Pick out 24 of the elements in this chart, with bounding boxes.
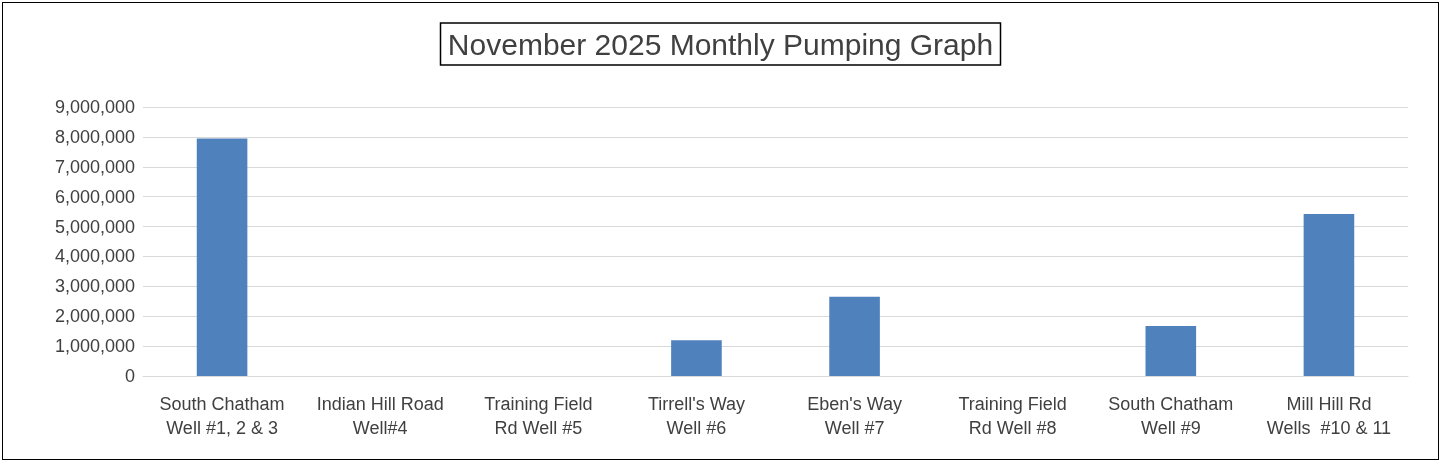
y-tick-label: 9,000,000	[54, 97, 135, 117]
x-tick-label: Eben's Way Well #7	[807, 394, 902, 438]
x-tick-label: Training Field Rd Well #5	[484, 394, 593, 438]
chart-title: November 2025 Monthly Pumping Graph	[447, 27, 994, 61]
bar	[829, 296, 880, 376]
x-tick-label: South Chatham Well #9	[1108, 394, 1234, 438]
y-tick-label: 1,000,000	[54, 336, 135, 357]
x-tick-label: South Chatham Well #1, 2 & 3	[159, 394, 285, 438]
y-tick-label: 8,000,000	[54, 126, 135, 147]
y-tick-label: 5,000,000	[54, 216, 135, 237]
y-tick-label: 7,000,000	[54, 156, 135, 177]
y-tick-label: 3,000,000	[54, 276, 135, 297]
x-tick-label: Indian Hill Road Well#4	[316, 394, 444, 438]
y-tick-label: 0	[124, 366, 135, 386]
y-tick-label: 2,000,000	[54, 306, 135, 327]
y-tick-label: 4,000,000	[54, 246, 135, 267]
bar	[1145, 326, 1197, 376]
bar	[196, 138, 248, 376]
x-tick-label: Mill Hill Rd Wells #10 & 11	[1266, 394, 1392, 438]
y-tick-label: 6,000,000	[54, 186, 135, 207]
x-tick-label: Training Field Rd Well #8	[958, 394, 1067, 438]
bar	[671, 340, 722, 376]
bar	[1303, 214, 1355, 376]
x-tick-label: Tirrell's Way Well #6	[647, 394, 745, 438]
